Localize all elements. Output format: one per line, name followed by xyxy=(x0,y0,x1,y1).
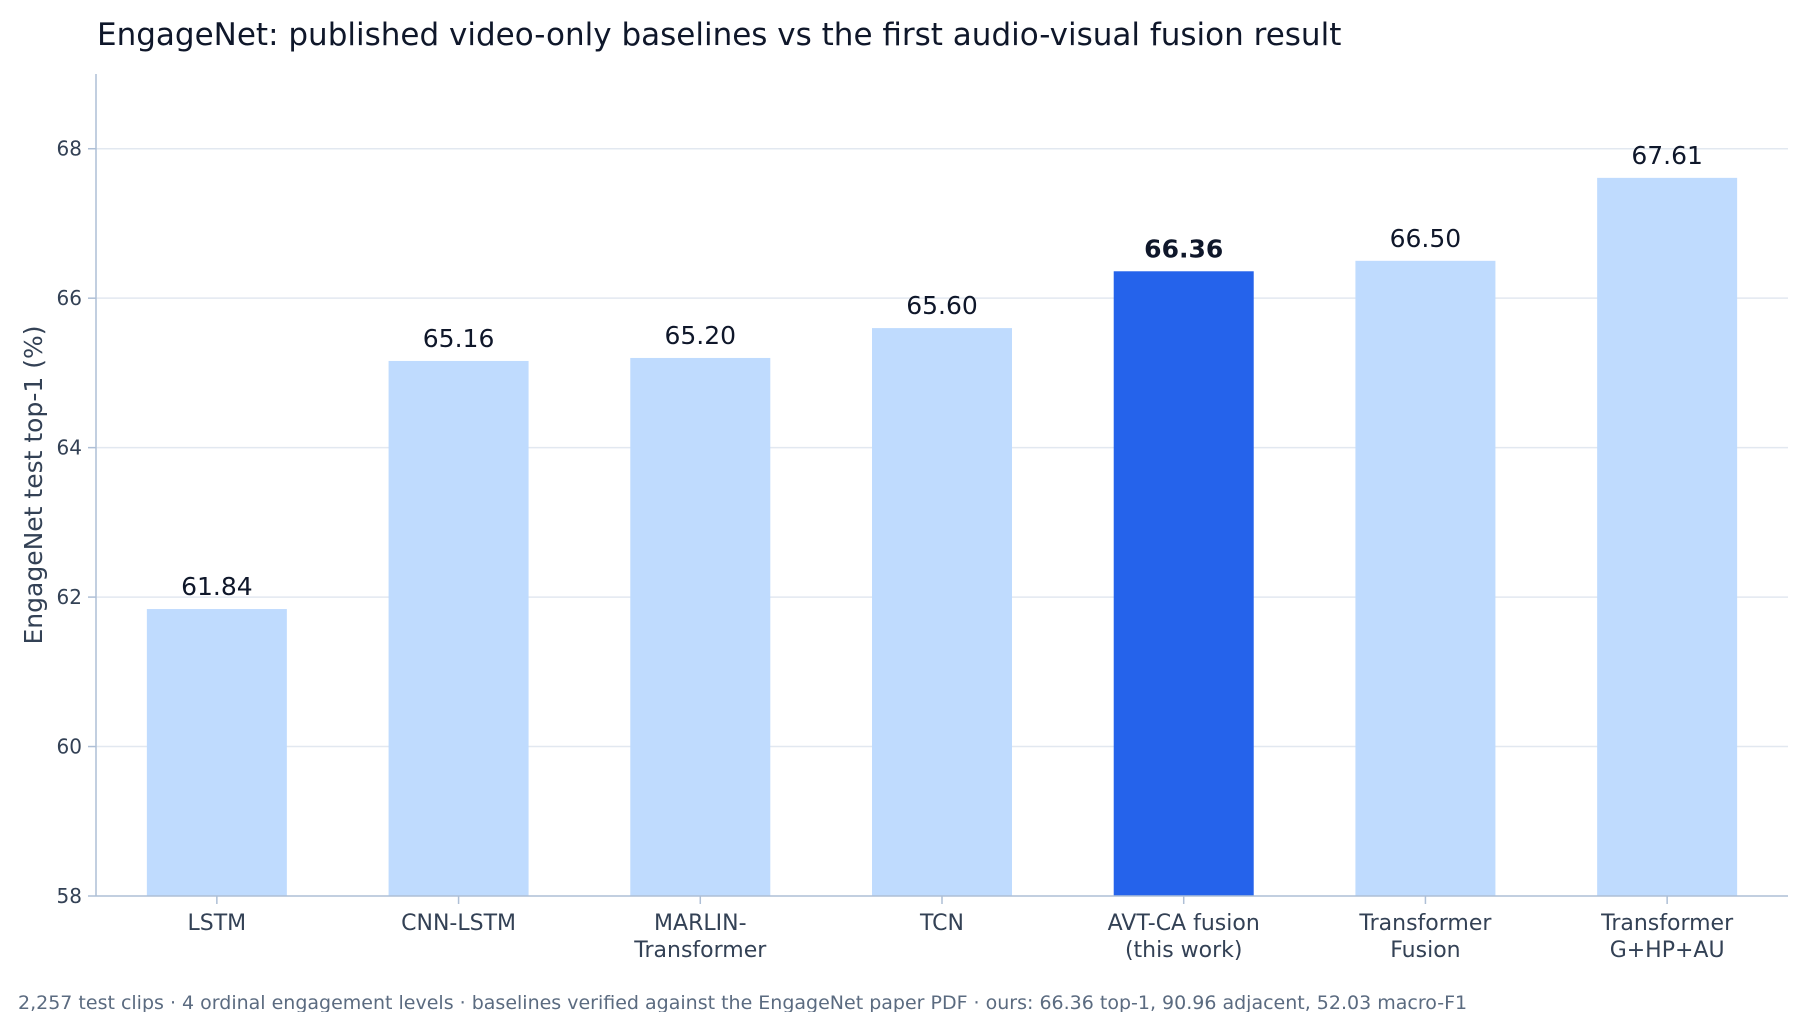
y-tick-label: 62 xyxy=(57,585,82,609)
y-tick-label: 66 xyxy=(57,286,82,310)
y-axis-ticks: 58 60 62 64 66 68 xyxy=(57,137,96,908)
bar-value-label: 66.36 xyxy=(1144,234,1223,263)
bar xyxy=(1355,260,1496,896)
bar xyxy=(872,328,1012,896)
footnote: 2,257 test clips · 4 ordinal engagement … xyxy=(18,992,1467,1012)
y-tick-label: 58 xyxy=(57,884,82,908)
x-tick-label: AVT-CA fusion xyxy=(1108,911,1260,936)
y-tick-label: 60 xyxy=(57,735,82,759)
x-tick-label: (this work) xyxy=(1125,938,1243,963)
x-tick-label: G+HP+AU xyxy=(1610,938,1725,963)
bar-value-label: 65.16 xyxy=(423,324,495,353)
x-tick-label: LSTM xyxy=(188,911,247,936)
bar-value-label: 66.50 xyxy=(1390,224,1462,253)
bar-value-label: 65.20 xyxy=(664,321,736,350)
bar xyxy=(146,609,287,896)
x-tick-label: MARLIN- xyxy=(654,911,746,936)
x-tick-label: Fusion xyxy=(1390,938,1460,963)
x-tick-label: Transformer xyxy=(1600,911,1734,936)
x-tick-label: Transformer xyxy=(633,938,767,963)
y-axis-label: EngageNet test top-1 (%) xyxy=(19,326,48,645)
x-tick-label: CNN-LSTM xyxy=(401,911,516,936)
bar-value-label: 67.61 xyxy=(1631,141,1703,170)
x-tick-label: Transformer xyxy=(1358,911,1492,936)
x-tick-label: TCN xyxy=(919,911,964,936)
bar xyxy=(388,360,529,896)
chart-title: EngageNet: published video-only baseline… xyxy=(97,17,1341,53)
y-tick-label: 68 xyxy=(57,137,82,161)
bars: 61.84 65.16 65.20 65.60 66.36 66.50 67.61 xyxy=(146,141,1738,896)
bar xyxy=(630,357,771,896)
bar xyxy=(1597,177,1738,896)
bar-value-label: 65.60 xyxy=(906,291,978,320)
y-tick-label: 64 xyxy=(57,436,82,460)
bar-highlight xyxy=(1113,271,1254,896)
bar-value-label: 61.84 xyxy=(181,572,253,601)
